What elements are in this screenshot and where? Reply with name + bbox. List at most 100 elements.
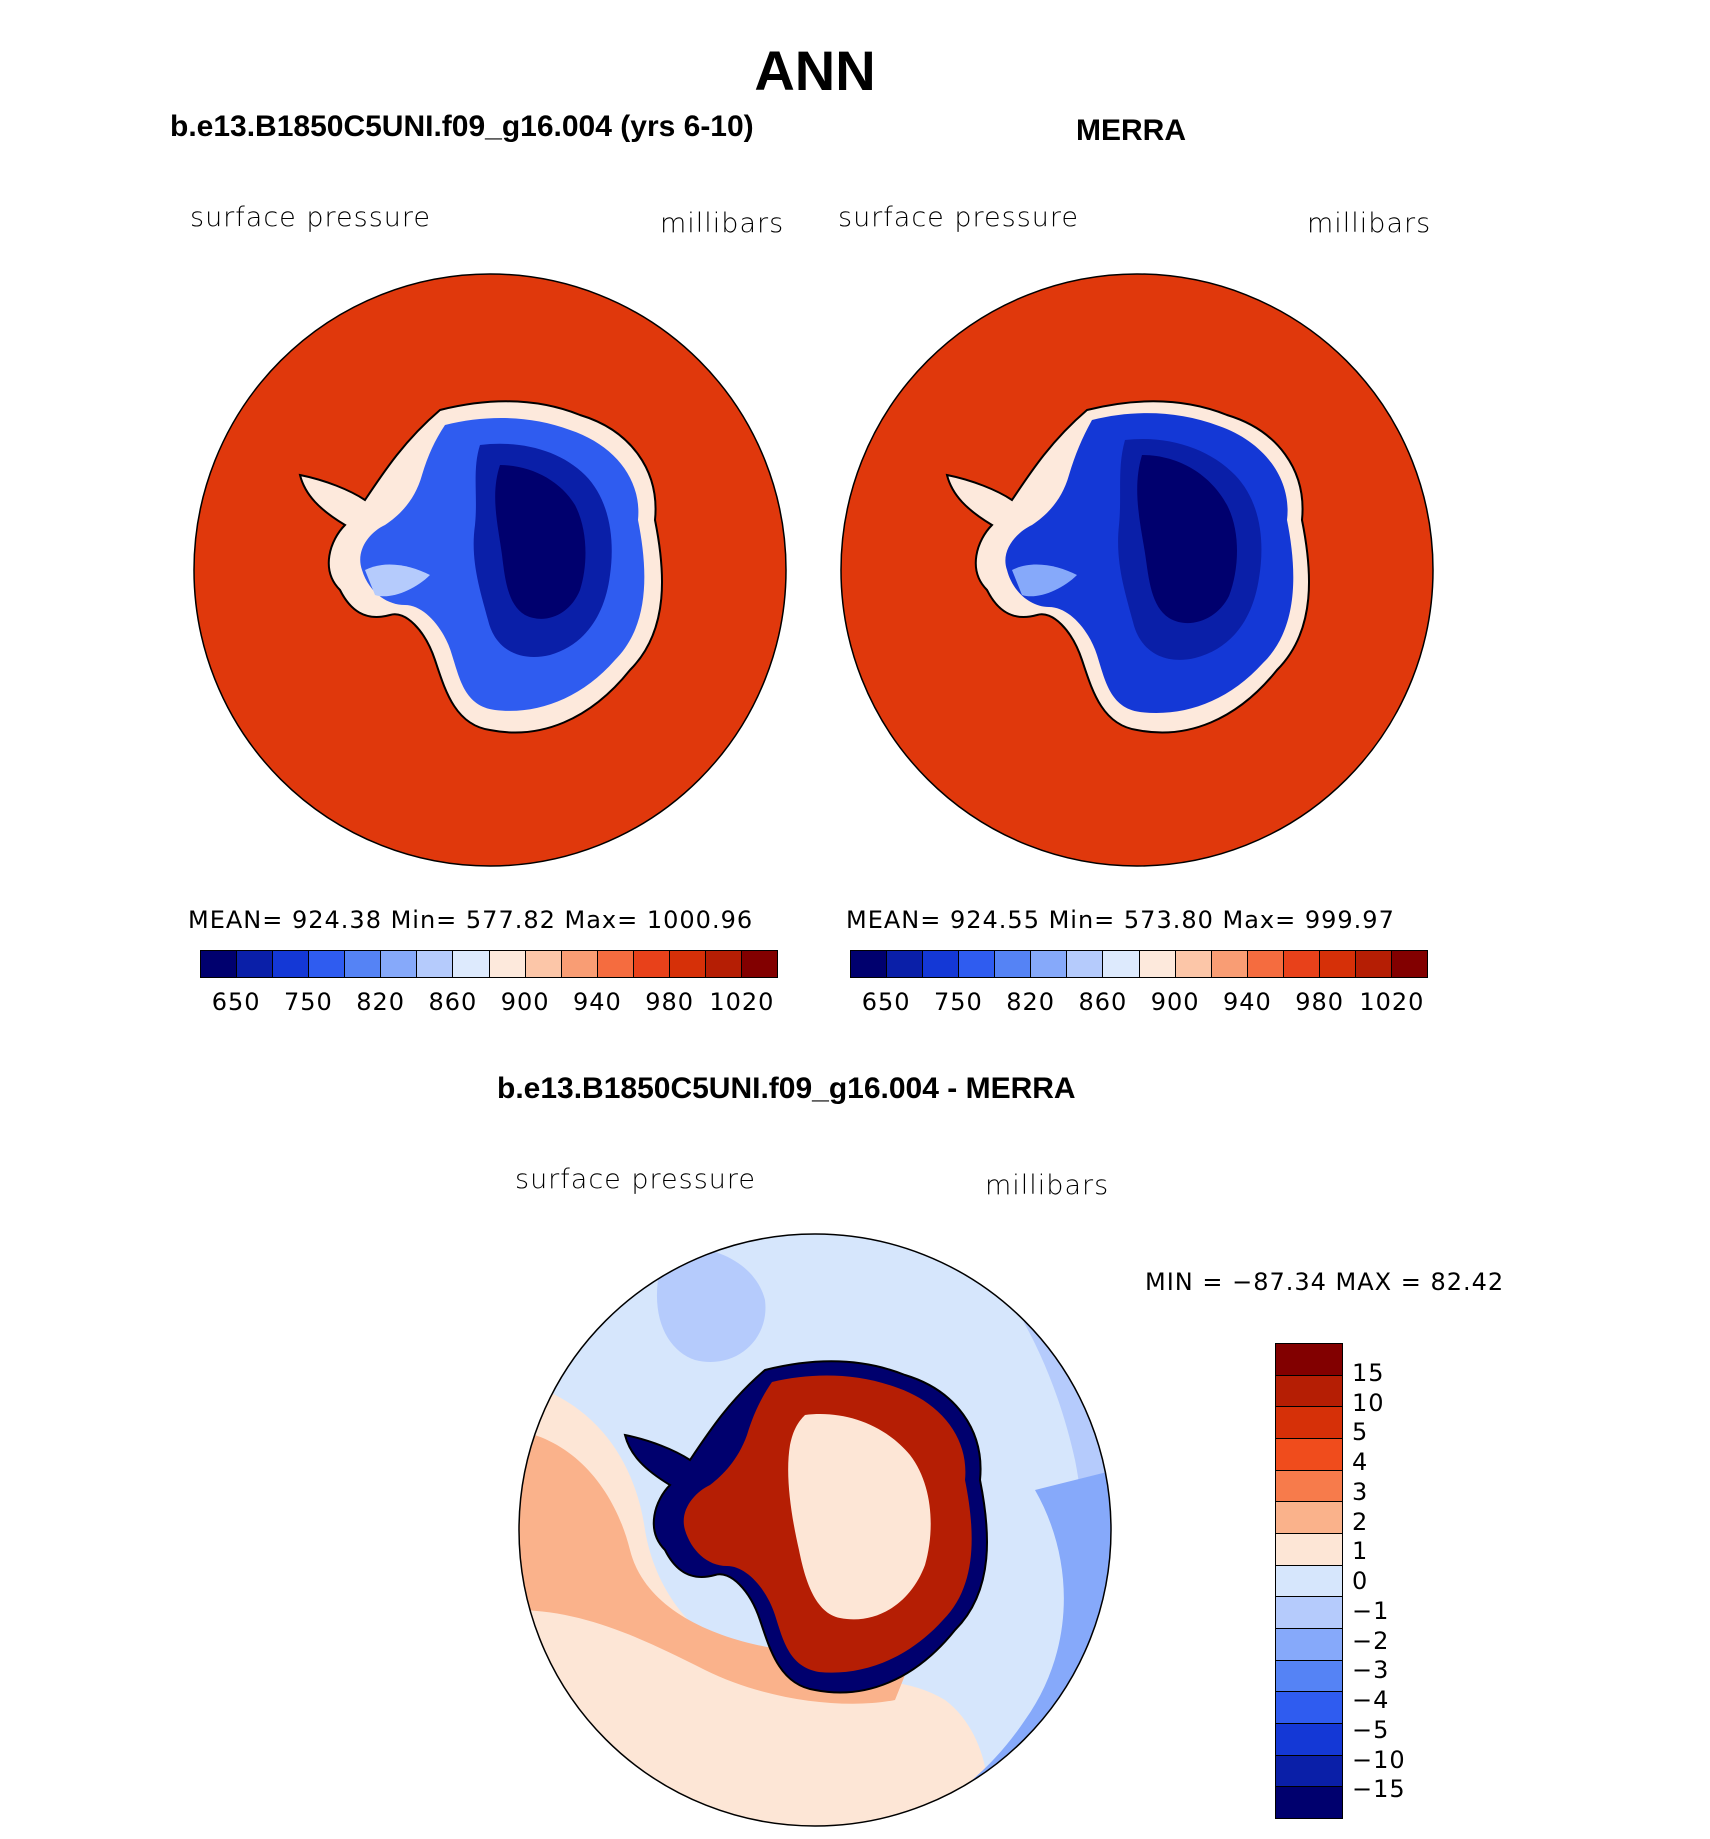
map-model-surface-pressure: [193, 273, 787, 867]
colorbar-model-tick-label: 650: [211, 988, 261, 1016]
colorbar-merra-tick-label: 860: [1078, 988, 1128, 1016]
diff-units-label: millibars: [985, 1170, 1110, 1201]
colorbar-model-swatch-4: [345, 951, 382, 977]
main-title: ANN: [754, 39, 876, 102]
colorbar-merra-swatch-9: [1175, 951, 1212, 977]
diff-title: b.e13.B1850C5UNI.f09_g16.004 - MERRA: [497, 1072, 1076, 1105]
map-border: [518, 1233, 1112, 1827]
colorbar-difference-tick-label: −5: [1352, 1715, 1390, 1744]
colorbar-difference-swatch-12: [1276, 1724, 1342, 1756]
colorbar-merra: [850, 950, 1428, 978]
coastline: [623, 1360, 989, 1694]
map-border: [840, 273, 1434, 867]
colorbar-merra-swatch-14: [1355, 951, 1392, 977]
colorbar-difference-swatch-0: [1276, 1344, 1342, 1376]
colorbar-model-swatch-0: [201, 951, 238, 977]
colorbar-model-tick-label: 860: [428, 988, 478, 1016]
colorbar-model-swatch-7: [453, 951, 490, 977]
colorbar-model-swatch-6: [417, 951, 454, 977]
colorbar-difference-tick-label: 2: [1352, 1507, 1369, 1536]
colorbar-difference-tick-label: 4: [1352, 1448, 1369, 1476]
colorbar-model-swatch-5: [381, 951, 418, 977]
colorbar-model-tick-label: 750: [283, 988, 333, 1016]
colorbar-model-swatch-10: [561, 951, 598, 977]
colorbar-model-swatch-11: [597, 951, 634, 977]
colorbar-difference-swatch-3: [1276, 1439, 1342, 1471]
colorbar-merra-tick-label: 900: [1150, 988, 1200, 1016]
colorbar-merra-swatch-11: [1247, 951, 1284, 977]
colorbar-merra-ticks: 650 750 820 860 900 940 980 1020: [850, 988, 1428, 1018]
diff-negative-patch: [656, 1247, 766, 1362]
colorbar-model: [200, 950, 778, 978]
colorbar-difference-tick-label: −1: [1352, 1596, 1390, 1625]
panel-2-stats: MEAN= 924.55 Min= 573.80 Max= 999.97: [846, 906, 1395, 934]
colorbar-model-tick-label: 1020: [709, 988, 775, 1016]
coastline: [298, 400, 664, 734]
colorbar-merra-swatch-3: [959, 951, 996, 977]
colorbar-merra-swatch-5: [1031, 951, 1068, 977]
map-border: [193, 273, 787, 867]
map-merra-surface-pressure: [840, 273, 1434, 867]
colorbar-difference-tick-label: −15: [1352, 1775, 1406, 1804]
colorbar-model-swatch-1: [237, 951, 274, 977]
colorbar-merra-swatch-12: [1283, 951, 1320, 977]
map-difference-surface-pressure: [518, 1233, 1112, 1827]
colorbar-difference-swatch-14: [1276, 1787, 1342, 1819]
diff-stats: MIN = −87.34 MAX = 82.42: [1145, 1268, 1505, 1296]
colorbar-merra-tick-label: 820: [1006, 988, 1056, 1016]
colorbar-model-swatch-3: [309, 951, 346, 977]
colorbar-difference-swatch-11: [1276, 1692, 1342, 1725]
colorbar-model-swatch-13: [669, 951, 706, 977]
colorbar-difference: [1275, 1343, 1343, 1819]
colorbar-model-swatch-9: [525, 951, 562, 977]
panel-1-units-label: millibars: [660, 208, 785, 239]
colorbar-difference-tick-label: −4: [1352, 1686, 1390, 1714]
colorbar-difference-tick-label: 5: [1352, 1418, 1369, 1447]
colorbar-difference-swatch-4: [1276, 1470, 1342, 1503]
diff-field-label: surface pressure: [515, 1164, 756, 1195]
colorbar-difference-tick-label: 10: [1352, 1388, 1385, 1417]
colorbar-merra-swatch-6: [1067, 951, 1104, 977]
panel-1-field-label: surface pressure: [190, 202, 431, 233]
colorbar-model-tick-label: 940: [572, 988, 622, 1016]
colorbar-difference-swatch-13: [1276, 1755, 1342, 1788]
colorbar-model-swatch-12: [633, 951, 670, 977]
colorbar-merra-swatch-10: [1211, 951, 1248, 977]
colorbar-merra-swatch-8: [1139, 951, 1176, 977]
colorbar-model-swatch-8: [489, 951, 526, 977]
peninsula-base: [1012, 564, 1077, 597]
ice-sheet-plateau: [495, 465, 586, 619]
colorbar-difference-swatch-6: [1276, 1534, 1342, 1566]
colorbar-model-tick-label: 980: [645, 988, 695, 1016]
colorbar-merra-swatch-7: [1103, 951, 1140, 977]
colorbar-difference-tick-label: −10: [1352, 1745, 1406, 1774]
coastline: [945, 400, 1311, 734]
peninsula-base: [365, 564, 430, 597]
colorbar-merra-swatch-13: [1319, 951, 1356, 977]
colorbar-merra-swatch-1: [887, 951, 924, 977]
colorbar-difference-swatch-8: [1276, 1597, 1342, 1630]
colorbar-difference-tick-label: 0: [1352, 1567, 1369, 1595]
colorbar-difference-swatch-7: [1276, 1565, 1342, 1598]
panel-1-title: b.e13.B1850C5UNI.f09_g16.004 (yrs 6-10): [170, 110, 754, 143]
colorbar-difference-swatch-9: [1276, 1629, 1342, 1661]
colorbar-model-tick-label: 820: [356, 988, 406, 1016]
diff-interior-mixed: [788, 1414, 931, 1620]
colorbar-merra-tick-label: 650: [861, 988, 911, 1016]
panel-1-stats: MEAN= 924.38 Min= 577.82 Max= 1000.96: [188, 906, 754, 934]
colorbar-merra-tick-label: 750: [933, 988, 983, 1016]
colorbar-model-tick-label: 900: [500, 988, 550, 1016]
diff-positive-weak: [519, 1380, 989, 1826]
colorbar-difference-tick-label: 3: [1352, 1477, 1369, 1506]
colorbar-difference-swatch-5: [1276, 1502, 1342, 1535]
colorbar-merra-tick-label: 940: [1222, 988, 1272, 1016]
colorbar-model-swatch-2: [273, 951, 310, 977]
colorbar-difference-tick-label: −3: [1352, 1656, 1390, 1685]
colorbar-model-ticks: 650 750 820 860 900 940 980 1020: [200, 988, 778, 1018]
colorbar-merra-swatch-0: [851, 951, 888, 977]
panel-2-title: MERRA: [1076, 114, 1186, 147]
colorbar-difference-swatch-1: [1276, 1375, 1342, 1408]
colorbar-difference-tick-label: 15: [1352, 1358, 1385, 1387]
colorbar-difference-swatch-2: [1276, 1407, 1342, 1440]
ice-sheet-plateau: [1137, 455, 1237, 624]
